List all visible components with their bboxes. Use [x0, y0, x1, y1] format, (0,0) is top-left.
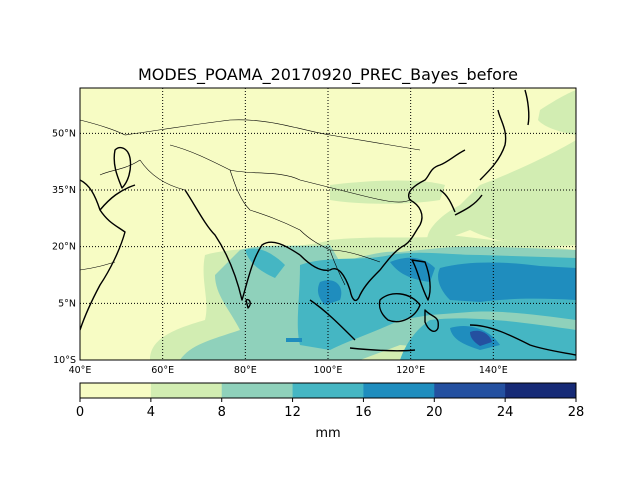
- colorbar-tick-label: 20: [426, 405, 443, 420]
- colorbar-tick-label: 12: [284, 405, 301, 420]
- latitude-tick-label: 20°N: [52, 242, 76, 253]
- colorbar-tick-label: 24: [497, 405, 514, 420]
- longitude-ticks: 40°E 60°E 80°E 100°E 120°E 140°E: [69, 365, 508, 376]
- colorbar-segment: [505, 383, 577, 398]
- longitude-tick-label: 80°E: [234, 365, 257, 376]
- map-frame: [79, 87, 577, 361]
- colorbar-segment: [80, 383, 152, 398]
- latitude-tick-label: 50°N: [52, 128, 76, 139]
- colorbar-segment: [150, 383, 223, 398]
- colorbar: 0 4 8 12 16 20 24 28: [76, 382, 585, 420]
- colorbar-unit-label: mm: [315, 426, 340, 441]
- latitude-tick-label: 10°S: [53, 355, 76, 366]
- map-title: MODES_POAMA_20170920_PREC_Bayes_before: [138, 65, 518, 85]
- colorbar-segment: [292, 383, 364, 398]
- colorbar-tick-label: 8: [218, 405, 226, 420]
- latitude-tick-label: 5°N: [58, 298, 76, 309]
- graticule: [80, 88, 576, 360]
- longitude-tick-label: 140°E: [479, 365, 508, 376]
- colorbar-tick-label: 0: [76, 405, 84, 420]
- colorbar-tick-label: 16: [355, 405, 372, 420]
- colorbar-segment: [434, 383, 506, 398]
- precip-band-16-20: [286, 257, 576, 350]
- longitude-tick-label: 40°E: [69, 365, 92, 376]
- map-area: [80, 88, 576, 360]
- latitude-tick-label: 35°N: [52, 185, 76, 196]
- colorbar-tick-label: 28: [568, 405, 585, 420]
- colorbar-tick-label: 4: [147, 405, 155, 420]
- coastlines: [80, 89, 576, 356]
- latitude-ticks: 10°S 5°N 20°N 35°N 50°N: [52, 128, 76, 366]
- longitude-tick-label: 120°E: [396, 365, 425, 376]
- colorbar-frame: [79, 382, 577, 399]
- colorbar-segment: [221, 383, 294, 398]
- longitude-tick-label: 100°E: [314, 365, 343, 376]
- longitude-tick-label: 60°E: [151, 365, 174, 376]
- colorbar-segment: [363, 383, 435, 398]
- precip-band-20-24: [470, 330, 492, 346]
